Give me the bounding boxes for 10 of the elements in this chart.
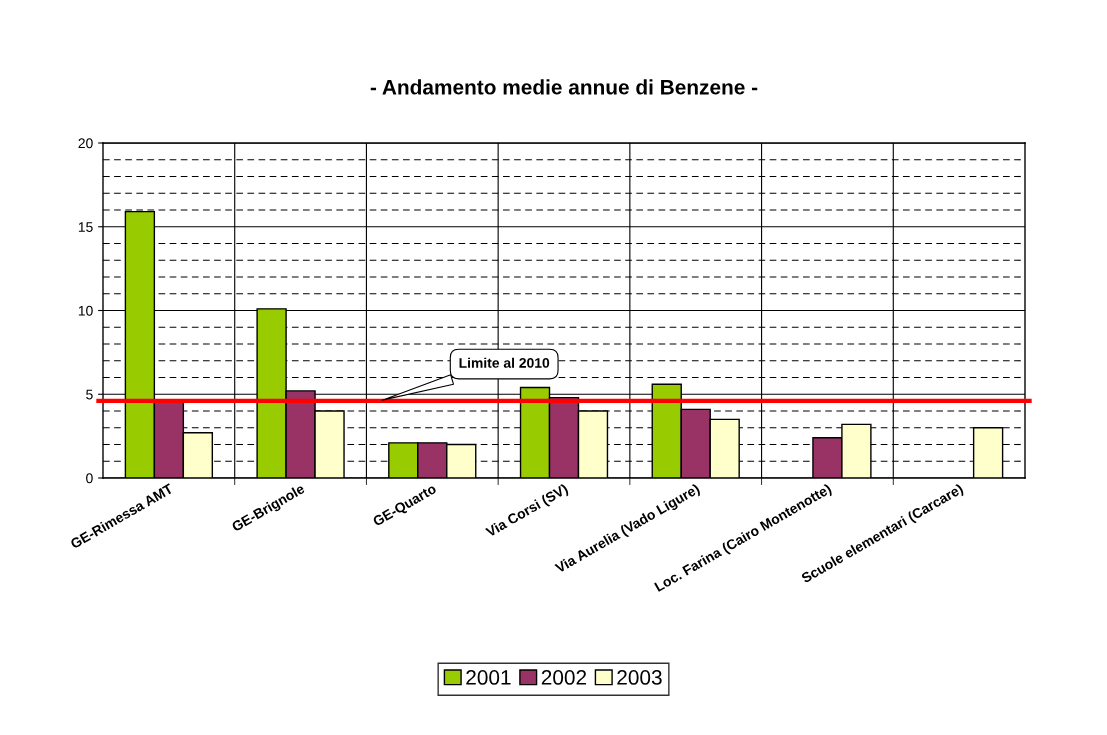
y-tick-label: 15: [78, 222, 93, 232]
legend-label: 2001: [466, 670, 511, 685]
ref-line-label: Limite al 2010: [459, 357, 550, 368]
y-tick-label: 10: [78, 305, 93, 316]
y-tick-label: 20: [78, 138, 93, 149]
y-tick-label: 5: [86, 389, 93, 400]
legend-label: 2002: [541, 670, 587, 685]
legend-label: 2003: [617, 670, 662, 685]
chart-title: - Andamento medie annue di Benzene -: [370, 79, 758, 95]
y-tick-label: 0: [86, 473, 93, 484]
